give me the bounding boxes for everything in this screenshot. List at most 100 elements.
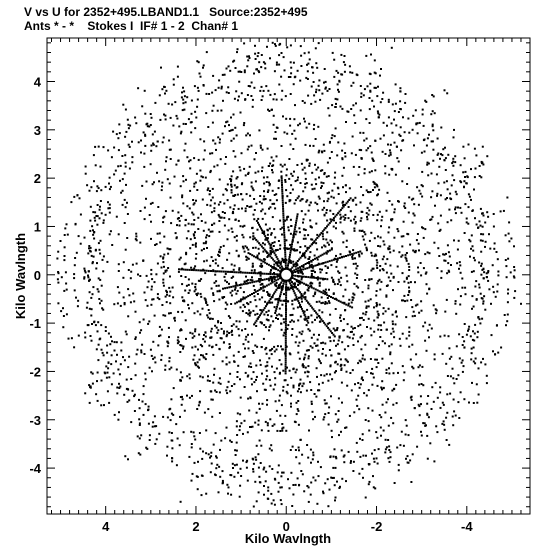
data-point (369, 327, 372, 330)
data-point (213, 300, 216, 303)
data-point (273, 503, 276, 506)
data-point (283, 280, 286, 283)
data-point (179, 185, 182, 188)
data-point (256, 289, 259, 292)
data-point (271, 294, 274, 297)
data-point (153, 181, 155, 184)
data-point (266, 399, 269, 402)
data-point (366, 218, 369, 221)
data-point (255, 378, 257, 381)
data-point (267, 292, 270, 295)
data-point (110, 383, 113, 386)
data-point (196, 361, 199, 364)
data-point (75, 251, 78, 254)
data-point (387, 307, 390, 310)
data-point (377, 235, 379, 238)
data-point (239, 378, 241, 381)
data-point (312, 454, 315, 457)
data-point (261, 310, 264, 313)
data-point (143, 291, 146, 294)
data-point (233, 271, 236, 274)
data-point (388, 245, 391, 248)
data-point (200, 213, 202, 216)
data-point (266, 237, 269, 240)
data-point (201, 198, 204, 201)
data-point (377, 112, 380, 115)
data-point (258, 61, 261, 64)
data-point (395, 402, 398, 405)
data-point (280, 314, 283, 317)
data-point (314, 271, 316, 274)
data-point (214, 389, 217, 392)
data-point (426, 329, 429, 332)
data-point (384, 451, 387, 454)
data-point (472, 346, 475, 349)
data-point (248, 55, 250, 58)
y-tick-label: 3 (34, 123, 41, 138)
data-point (307, 94, 310, 97)
data-point (231, 333, 234, 336)
data-point (353, 252, 356, 255)
data-point (321, 246, 323, 249)
data-point (450, 184, 453, 187)
data-point (186, 375, 189, 378)
data-point (293, 129, 296, 132)
data-point (273, 263, 276, 266)
data-point (180, 268, 183, 271)
data-point (290, 471, 293, 474)
data-point (242, 283, 245, 286)
data-point (179, 351, 182, 353)
data-point (303, 292, 306, 295)
data-point (235, 134, 238, 137)
data-point (397, 469, 400, 472)
data-point (307, 500, 310, 503)
data-point (193, 185, 196, 188)
data-point (434, 204, 436, 207)
data-point (145, 123, 148, 126)
data-point (181, 283, 184, 286)
data-point (437, 182, 440, 185)
data-point (324, 87, 327, 90)
data-point (206, 314, 209, 317)
data-point (272, 114, 275, 117)
data-point (446, 221, 449, 224)
data-point (73, 264, 76, 267)
data-point (285, 218, 288, 221)
data-point (468, 325, 471, 328)
data-point (388, 367, 390, 370)
data-point (191, 394, 193, 397)
data-point (373, 71, 376, 74)
data-point (255, 202, 258, 205)
data-point (331, 378, 334, 381)
data-point (291, 286, 293, 289)
data-point (472, 249, 475, 252)
data-point (277, 464, 280, 467)
data-point (405, 316, 408, 319)
data-point (108, 401, 111, 404)
data-point (306, 375, 309, 378)
data-point (219, 138, 221, 141)
data-point (124, 165, 127, 168)
data-point (307, 209, 310, 212)
data-point (421, 195, 424, 198)
data-point (391, 327, 394, 330)
data-point (197, 89, 200, 92)
data-point (353, 114, 356, 117)
data-point (381, 258, 384, 261)
data-point (426, 163, 429, 166)
data-point (307, 321, 310, 324)
data-point (67, 337, 70, 340)
data-point (271, 189, 274, 192)
data-point (327, 223, 330, 226)
data-point (479, 224, 482, 227)
data-point (319, 254, 322, 257)
data-point (391, 389, 394, 392)
data-point (407, 117, 410, 120)
data-point (291, 299, 294, 302)
data-point (125, 378, 128, 381)
data-point (243, 419, 246, 422)
data-point (199, 375, 202, 378)
data-point (488, 288, 491, 291)
data-point (419, 192, 422, 195)
data-point (269, 199, 272, 202)
